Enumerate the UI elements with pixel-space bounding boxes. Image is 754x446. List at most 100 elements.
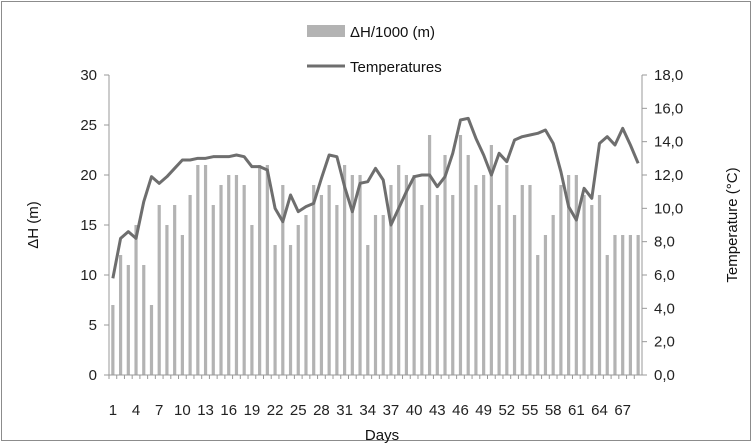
bar [404,175,408,375]
bar [304,215,308,375]
bar [628,235,633,375]
y2-tick-label: 6,0 [654,267,675,284]
x-tick-label: 43 [429,402,446,419]
bar [312,185,316,375]
y-axis-title: ΔH (m) [25,201,42,249]
y2-tick-label: 14,0 [654,134,683,151]
bar [281,185,285,375]
y-tick-label: 20 [80,167,97,184]
bar [327,185,331,375]
bar [242,185,246,375]
x-tick-label: 37 [383,402,400,419]
x-tick-label: 67 [614,402,631,419]
bar [350,175,354,375]
bar [180,235,184,375]
bar [343,165,347,375]
x-tick-label: 13 [197,402,214,419]
x-tick-label: 25 [290,402,307,419]
bar [335,205,339,375]
x-tick-label: 19 [244,402,261,419]
bar [497,205,501,375]
bar [118,255,123,375]
x-tick-label: 49 [475,402,492,419]
bar [296,225,300,375]
bar [165,225,169,375]
x-tick-label: 34 [359,402,376,419]
y2-tick-label: 18,0 [654,67,683,84]
bar [234,175,239,375]
bar [613,235,617,375]
y-tick-label: 0 [89,367,97,384]
legend-line-label: Temperatures [350,59,442,76]
x-axis-title: Days [365,427,399,444]
bar [319,195,324,375]
bar [482,175,486,375]
x-tick-label: 61 [568,402,585,419]
bar [528,185,532,375]
bar [142,265,146,375]
bar [489,145,493,375]
x-tick-label: 10 [174,402,191,419]
y-tick-label: 15 [80,217,97,234]
bar [265,165,269,375]
bar [149,305,154,375]
bar [435,195,439,375]
legend: ΔH/1000 (m) Temperatures [307,24,442,76]
x-tick-label: 58 [545,402,562,419]
bar [196,165,200,375]
y-tick-label: 30 [80,67,97,84]
y2-tick-label: 0,0 [654,367,675,384]
x-tick-label: 1 [109,402,117,419]
legend-bar-swatch [307,25,345,37]
bar [512,215,517,375]
x-tick-label: 4 [132,402,140,419]
bar [211,205,215,375]
line-series [111,116,640,279]
bar [173,205,177,375]
bar [258,165,262,375]
x-tick-label: 40 [406,402,423,419]
bar [543,235,548,375]
y-tick-label: 10 [80,267,97,284]
x-tick-label: 55 [522,402,539,419]
bar [458,135,463,375]
y2-tick-label: 10,0 [654,200,683,217]
bar [288,245,293,375]
bar [443,155,447,375]
x-tick-label: 7 [155,402,163,419]
bar [366,245,370,375]
bar [567,175,571,375]
legend-bar-label: ΔH/1000 (m) [350,24,435,41]
y2-tick-label: 2,0 [654,334,675,351]
bar [551,215,555,375]
temperature-line [111,116,640,279]
right-axis-ticks: 0,0 2,0 4,0 6,0 8,0 10,0 12,0 14,0 16,0 18,0 [642,67,683,384]
x-tick-label: 52 [498,402,515,419]
bar [520,185,524,375]
left-axis-ticks: 0 5 10 15 20 25 30 [80,67,109,384]
bar [358,175,362,375]
bar [605,255,609,375]
bar [636,235,640,375]
bar [590,205,594,375]
bar [427,135,432,375]
bar-series [111,135,640,375]
bar [397,165,401,375]
bar [227,175,231,375]
bar [273,245,277,375]
y2-tick-label: 12,0 [654,167,683,184]
bar [203,165,208,375]
bar [466,155,470,375]
bar [505,165,509,375]
bar [126,265,130,375]
bar [219,185,223,375]
bar [582,195,586,375]
bar [389,185,393,375]
bar [474,185,478,375]
y2-tick-label: 4,0 [654,300,675,317]
bar [412,175,416,375]
bar [111,305,115,375]
x-tick-label: 64 [591,402,608,419]
